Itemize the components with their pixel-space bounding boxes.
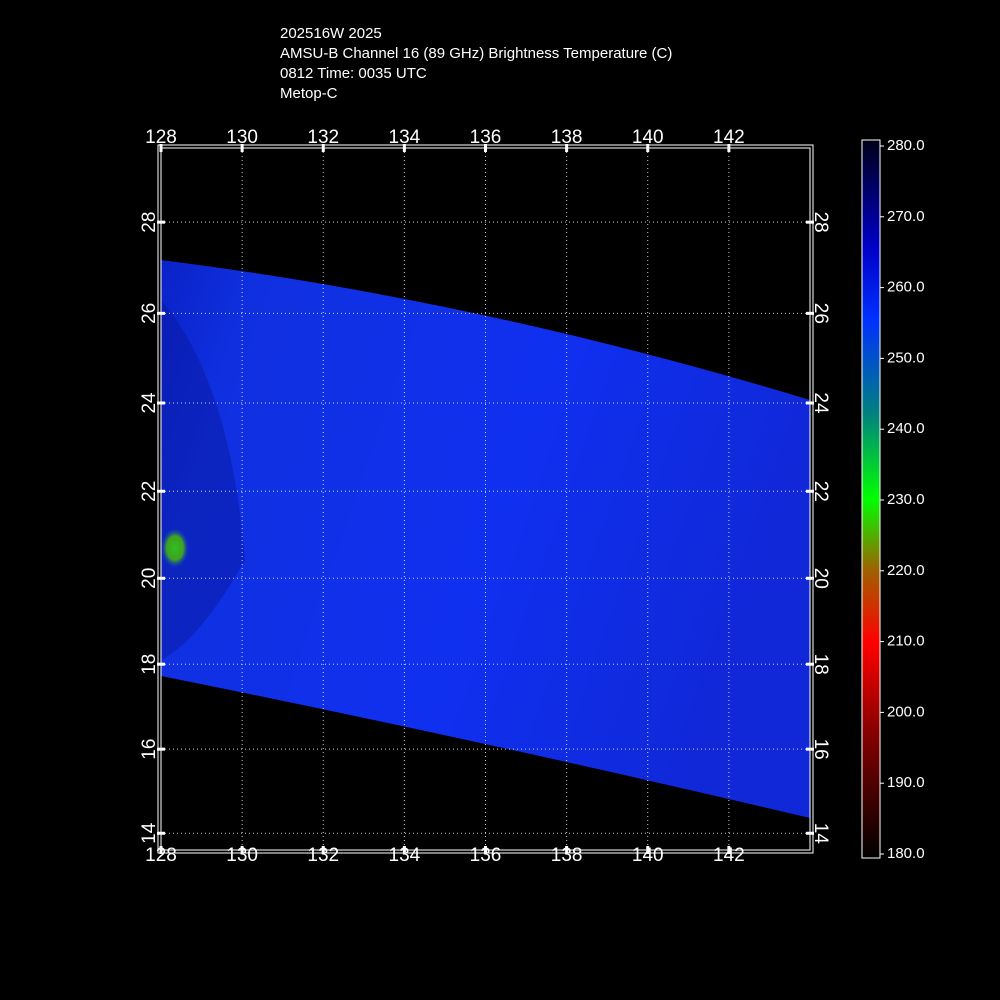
colorbar-label: 280.0	[887, 137, 925, 154]
y-tick-label: 20	[810, 568, 831, 589]
colorbar-label: 260.0	[887, 279, 925, 296]
grid	[160, 148, 810, 850]
y-tick-label: 22	[139, 481, 160, 502]
title-line: Metop-C	[280, 85, 338, 102]
x-tick-label: 136	[470, 127, 502, 148]
y-tick-label: 24	[139, 392, 160, 414]
x-tick-label: 140	[632, 127, 664, 148]
colorbar-label: 210.0	[887, 633, 925, 650]
title-line: 202516W 2025	[280, 25, 382, 42]
title-line: AMSU-B Channel 16 (89 GHz) Brightness Te…	[280, 45, 672, 62]
y-tick-label: 26	[810, 303, 831, 324]
colorbar-label: 250.0	[887, 349, 925, 366]
y-tick-label: 18	[810, 654, 831, 675]
title-line: 0812 Time: 0035 UTC	[280, 65, 427, 82]
y-tick-label: 16	[139, 739, 160, 760]
x-tick-label: 142	[713, 127, 745, 148]
y-tick-label: 16	[810, 739, 831, 760]
y-tick-label: 28	[139, 212, 160, 233]
x-tick-label: 138	[551, 845, 583, 866]
x-tick-label: 128	[145, 845, 177, 866]
x-tick-label: 140	[632, 845, 664, 866]
colorbar-label: 220.0	[887, 562, 925, 579]
satellite-swath	[161, 260, 810, 818]
warm-spot	[161, 528, 189, 568]
titles: 202516W 2025 AMSU-B Channel 16 (89 GHz) …	[280, 25, 672, 102]
x-tick-label: 138	[551, 127, 583, 148]
y-tick-label: 28	[810, 212, 831, 233]
swath-shading	[161, 300, 245, 660]
colorbar-label: 180.0	[887, 845, 925, 862]
y-tick-label: 14	[139, 822, 160, 844]
x-tick-label: 134	[389, 845, 421, 866]
y-tick-label: 18	[139, 654, 160, 675]
x-tick-label: 136	[470, 845, 502, 866]
y-tick-label: 20	[139, 568, 160, 589]
colorbar-label: 270.0	[887, 208, 925, 225]
x-tick-label: 130	[226, 127, 258, 148]
x-tick-label: 132	[307, 127, 339, 148]
colorbar-label: 240.0	[887, 420, 925, 437]
colorbar-label: 190.0	[887, 774, 925, 791]
x-tick-label: 132	[307, 845, 339, 866]
colorbar-label: 230.0	[887, 491, 925, 508]
colorbar-label: 200.0	[887, 703, 925, 720]
x-tick-label: 128	[145, 127, 177, 148]
colorbar	[861, 139, 881, 859]
x-tick-label: 142	[713, 845, 745, 866]
y-tick-label: 26	[139, 303, 160, 324]
x-tick-label: 134	[389, 127, 421, 148]
y-tick-label: 24	[810, 392, 831, 414]
labels: 128 128 130 130 132 132 134 134 136 136 138 138 140 1…	[139, 127, 884, 866]
x-tick-label: 130	[226, 845, 258, 866]
y-tick-label: 22	[810, 481, 831, 502]
y-tick-label: 14	[810, 823, 831, 845]
